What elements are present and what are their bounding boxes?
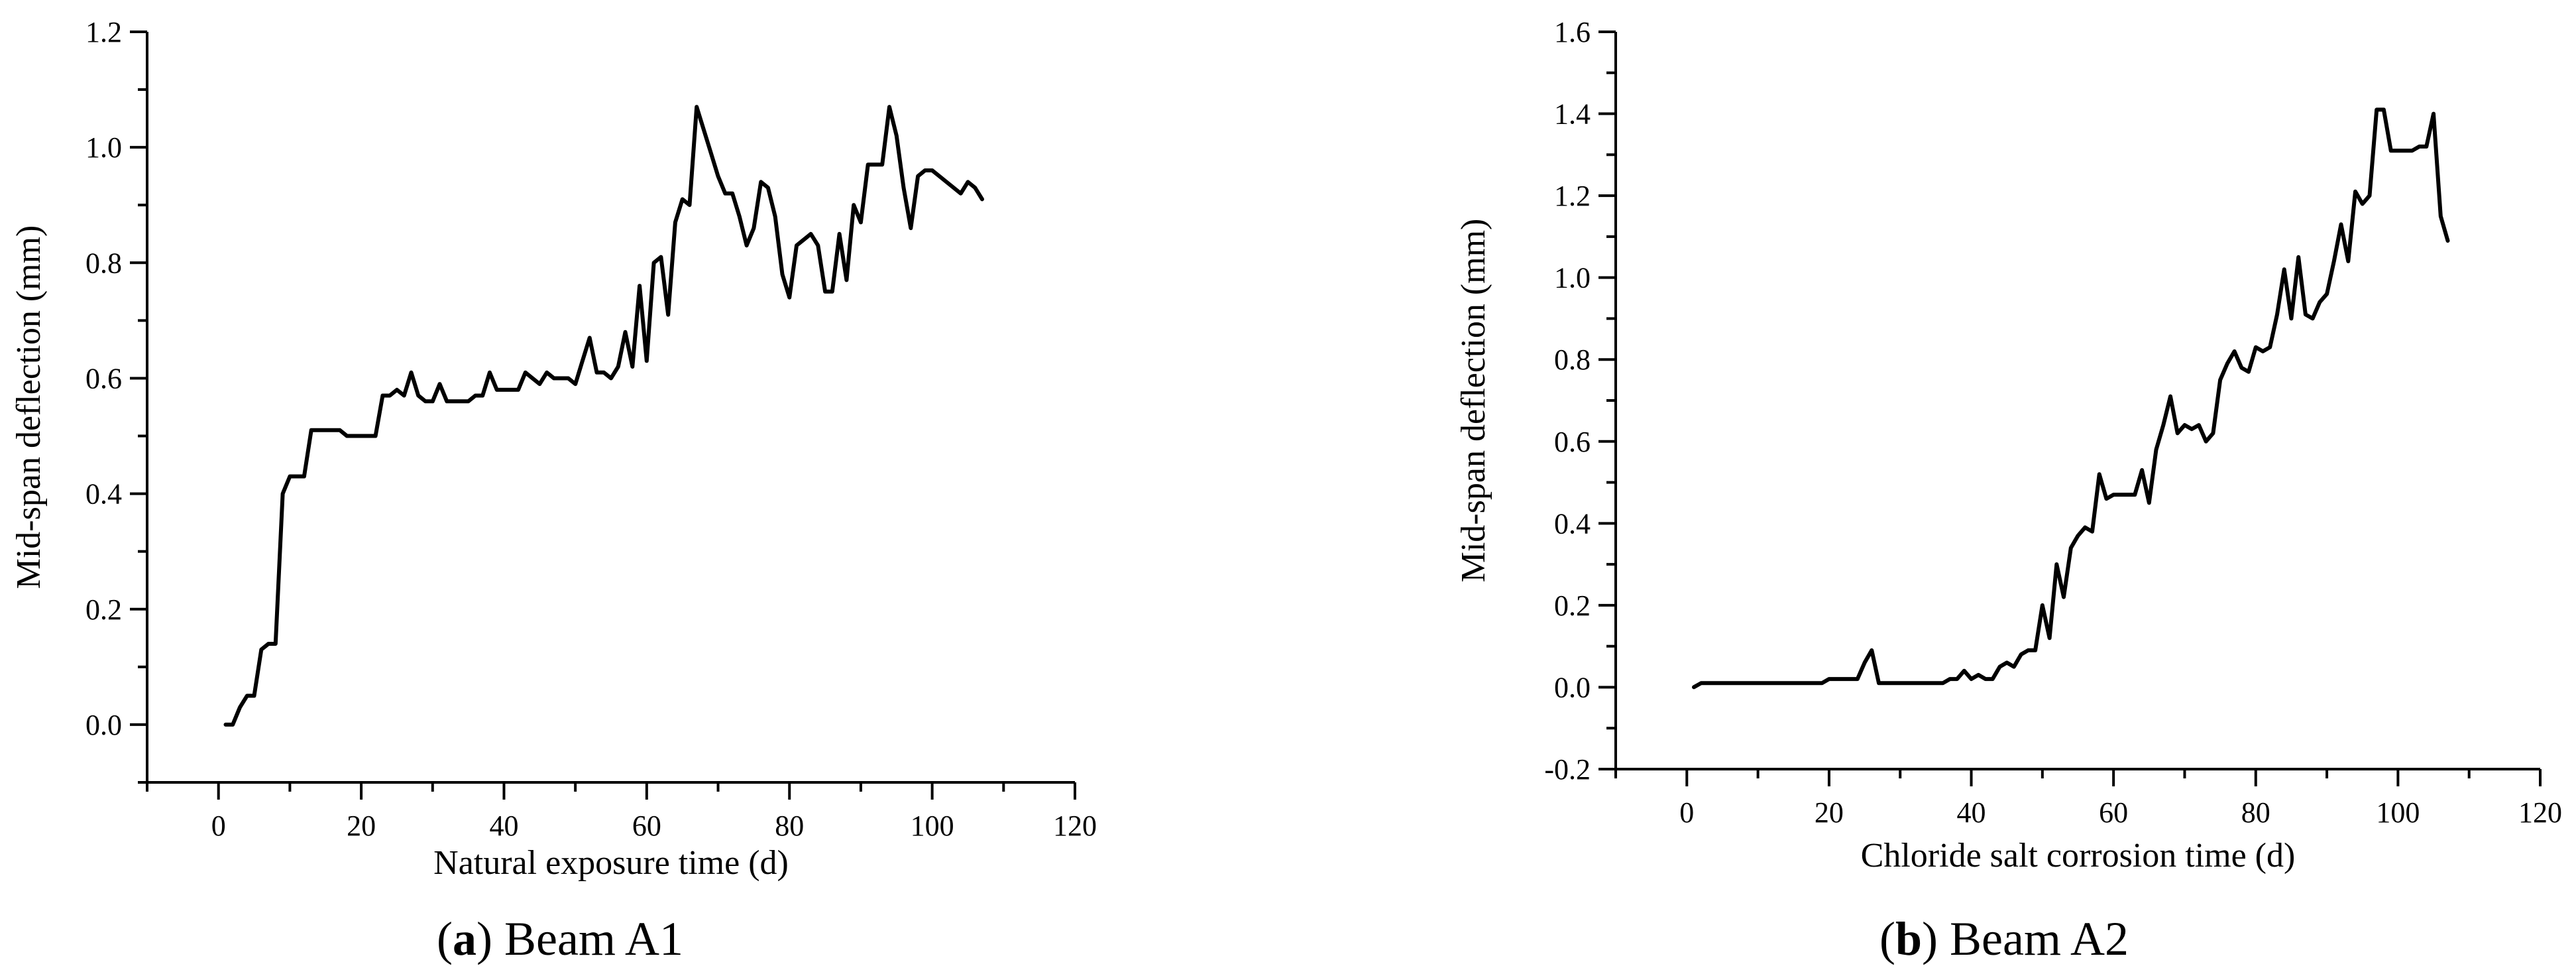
y-tick-label: 1.2: [1554, 180, 1591, 212]
y-tick-label: 1.4: [1554, 98, 1591, 131]
y-tick-label: 0.0: [85, 709, 122, 741]
y-tick-label: 0.8: [85, 247, 122, 279]
x-tick-label: 80: [2241, 796, 2270, 829]
x-axis-title: Natural exposure time (d): [433, 844, 789, 882]
x-tick-label: 80: [775, 810, 804, 842]
x-tick-label: 100: [911, 810, 954, 842]
x-tick-label: 60: [2099, 796, 2128, 829]
y-tick-label: 0.6: [85, 362, 122, 395]
x-tick-label: 0: [211, 810, 226, 842]
x-tick-label: 120: [1053, 810, 1097, 842]
chart-beam-a2: 0 20 40 60 80 100 120 -0.2 0.0 0.2 0.4 0.6 0.8 1.0 1.2…: [1455, 16, 2562, 965]
x-tick-label: 60: [632, 810, 661, 842]
caption-paren-open: (: [437, 912, 453, 965]
y-tick-label: 1.0: [85, 131, 122, 164]
series-line: [223, 105, 984, 727]
y-tick-label: 0.4: [85, 478, 122, 511]
x-tick-label: 20: [347, 810, 376, 842]
y-tick-label: 0.2: [1554, 589, 1591, 622]
y-tick-label: 0.2: [85, 593, 122, 626]
y-tick-label: 1.2: [85, 16, 122, 48]
caption-letter: b: [1895, 912, 1922, 965]
x-tick-label: 100: [2376, 796, 2420, 829]
caption-paren-open: (: [1879, 912, 1895, 965]
caption-paren-close: ): [1922, 912, 1950, 965]
x-tick-label: 40: [489, 810, 518, 842]
y-tick-label: -0.2: [1544, 753, 1591, 786]
x-axis-title: Chloride salt corrosion time (d): [1861, 837, 2296, 875]
series-line: [1692, 107, 2450, 690]
caption-letter: a: [453, 912, 476, 965]
x-tick-label: 0: [1679, 796, 1694, 829]
caption-text: Beam A2: [1950, 912, 2129, 965]
figure-caption: (a) Beam A1: [437, 912, 683, 965]
y-axis-title: Mid-span deflection (mm): [10, 225, 48, 589]
caption-text: Beam A1: [504, 912, 683, 965]
x-tick-label: 120: [2518, 796, 2562, 829]
y-tick-label: 1.0: [1554, 262, 1591, 294]
figure-caption: (b) Beam A2: [1879, 912, 2129, 965]
caption-paren-close: ): [476, 912, 504, 965]
y-tick-label: 1.6: [1554, 16, 1591, 48]
x-tick-label: 40: [1957, 796, 1986, 829]
y-tick-label: 0.0: [1554, 671, 1591, 703]
chart-beam-a1: 0 20 40 60 80 100 120 0.0 0.2 0.4 0.6 0.8 1.0 1.2 Natu…: [10, 16, 1097, 965]
y-tick-label: 0.4: [1554, 507, 1591, 540]
y-tick-label: 0.8: [1554, 343, 1591, 376]
y-axis-title: Mid-span deflection (mm): [1455, 219, 1492, 583]
x-tick-label: 20: [1815, 796, 1844, 829]
y-tick-label: 0.6: [1554, 426, 1591, 458]
